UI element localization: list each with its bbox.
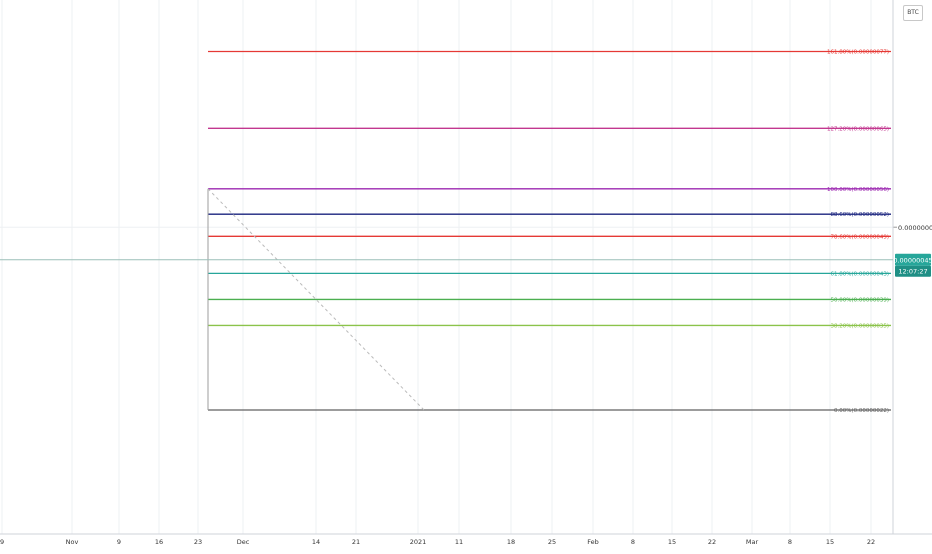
x-tick-label: 14 [312,538,320,546]
fib-level-label: 161.80%(0.00000077) [827,50,889,56]
x-tick-label: 9 [117,538,121,546]
x-tick-label: Mar [746,538,759,546]
fib-level-label: 78.60%(0.00000049) [830,234,889,240]
fib-level-label: 0.00%(0.00000022) [834,408,889,414]
y-tick-label: 0.00000005 [898,224,932,232]
fib-level-label: 100.00%(0.00000056) [827,187,889,193]
x-tick-label: 22 [867,538,875,546]
x-tick-label: 23 [194,538,202,546]
currency-badge[interactable]: BTC [903,5,923,21]
x-tick-label: 18 [507,538,515,546]
x-tick-label: 21 [352,538,360,546]
price-label-box [895,253,931,266]
x-tick-label: 16 [155,538,163,546]
fib-level-label: 38.20%(0.00000035) [830,323,889,329]
fib-level-label: 50.00%(0.00000039) [830,297,889,303]
fib-level-label: 127.20%(0.00000065) [827,126,889,132]
countdown-box [895,265,931,277]
x-tick-label: 25 [548,538,556,546]
fib-level-label: 61.80%(0.00000043) [830,271,889,277]
x-tick-label: 15 [826,538,834,546]
countdown-value: 12:07:27 [898,268,927,276]
price-label-value: 0.00000045 [893,257,932,265]
x-tick-label: Dec [237,538,250,546]
fib-level-label: 88.60%(0.00000052) [830,212,889,218]
x-tick-label: 22 [708,538,716,546]
x-tick-label: Feb [587,538,599,546]
x-tick-label: 8 [631,538,635,546]
x-tick-label: Nov [66,538,79,546]
x-tick-label: 2021 [410,538,427,546]
x-tick-label: 8 [788,538,792,546]
x-tick-label: 15 [668,538,676,546]
x-tick-label: 9 [0,538,4,546]
x-tick-label: 11 [455,538,463,546]
